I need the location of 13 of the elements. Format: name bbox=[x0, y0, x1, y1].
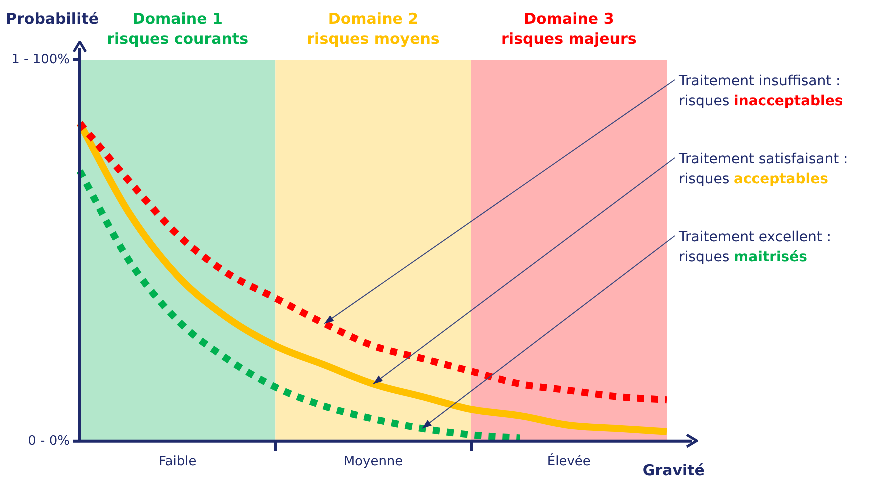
text: Domaine 2 risques moyens bbox=[307, 10, 440, 48]
x-tick-label: Élevée bbox=[547, 452, 591, 470]
x-tick-label: Faible bbox=[158, 454, 197, 470]
text: Probabilité bbox=[6, 10, 100, 28]
text: 0 - 0% bbox=[28, 434, 70, 449]
annotation: Traitement satisfaisant : risques acceptables bbox=[678, 152, 848, 188]
text: 1 - 100% bbox=[12, 52, 70, 68]
text: Traitement insuffisant : risques inacceptables bbox=[678, 74, 844, 110]
text: Domaine 1 risques courants bbox=[107, 10, 249, 48]
text: Domaine 3 risques majeurs bbox=[502, 10, 637, 48]
annotation: Traitement excellent : risques maitrisés bbox=[678, 230, 832, 266]
x-axis-title: Gravité bbox=[642, 461, 705, 480]
x-tick-label: Moyenne bbox=[344, 454, 404, 470]
